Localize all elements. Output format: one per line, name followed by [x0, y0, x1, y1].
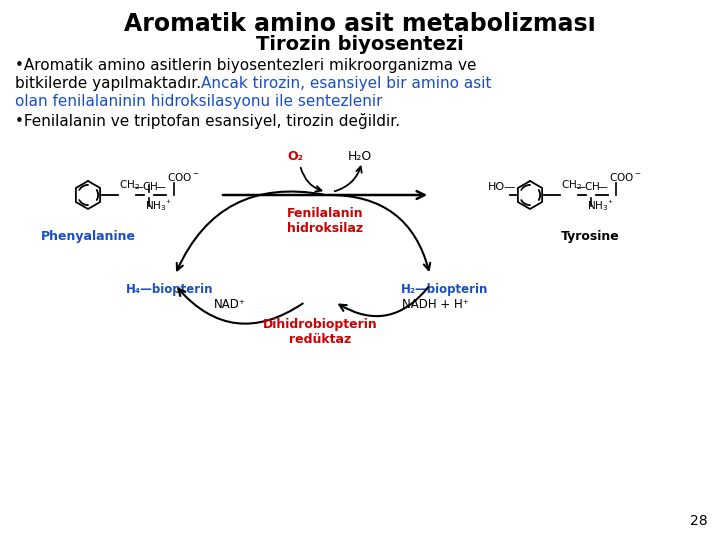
- Text: olan fenilalaninin hidroksilasyonu ile sentezlenir: olan fenilalaninin hidroksilasyonu ile s…: [15, 94, 382, 109]
- Text: $\mathsf{COO^-}$: $\mathsf{COO^-}$: [609, 171, 642, 183]
- Text: •Aromatik amino asitlerin biyosentezleri mikroorganizma ve: •Aromatik amino asitlerin biyosentezleri…: [15, 58, 477, 73]
- Text: $\mathsf{COO^-}$: $\mathsf{COO^-}$: [167, 171, 199, 183]
- Text: —: —: [134, 182, 144, 192]
- Text: $\mathsf{CH}$: $\mathsf{CH}$: [142, 180, 158, 192]
- Text: NADH + H⁺: NADH + H⁺: [402, 299, 469, 312]
- Text: 28: 28: [690, 514, 708, 528]
- Text: $\mathsf{CH_2}$: $\mathsf{CH_2}$: [561, 178, 582, 192]
- Text: Tyrosine: Tyrosine: [561, 230, 619, 243]
- Text: O₂: O₂: [287, 150, 303, 163]
- Text: $\mathsf{^+}$: $\mathsf{^+}$: [164, 199, 171, 208]
- Text: Aromatik amino asit metabolizması: Aromatik amino asit metabolizması: [124, 12, 596, 36]
- Text: H₂—biopterin: H₂—biopterin: [401, 283, 489, 296]
- Text: Ancak tirozin, esansiyel bir amino asit: Ancak tirozin, esansiyel bir amino asit: [201, 76, 492, 91]
- Text: H₂O: H₂O: [348, 150, 372, 163]
- Text: —: —: [156, 182, 166, 192]
- Text: bitkilerde yapılmaktadır.: bitkilerde yapılmaktadır.: [15, 76, 206, 91]
- Text: Tirozin biyosentezi: Tirozin biyosentezi: [256, 35, 464, 54]
- Text: —: —: [576, 182, 586, 192]
- Text: HO—: HO—: [488, 182, 516, 192]
- Text: Dihidrobiopterin
redüktaz: Dihidrobiopterin redüktaz: [263, 318, 377, 346]
- Text: H₄—biopterin: H₄—biopterin: [126, 283, 214, 296]
- Text: NAD⁺: NAD⁺: [214, 299, 246, 312]
- Text: •Fenilalanin ve triptofan esansiyel, tirozin değildir.: •Fenilalanin ve triptofan esansiyel, tir…: [15, 113, 400, 129]
- Text: $\mathsf{^+}$: $\mathsf{^+}$: [606, 199, 613, 208]
- Text: $\mathsf{NH_3}$: $\mathsf{NH_3}$: [145, 199, 167, 213]
- Text: $\mathsf{NH_3}$: $\mathsf{NH_3}$: [587, 199, 608, 213]
- Text: $\mathsf{CH_2}$: $\mathsf{CH_2}$: [119, 178, 140, 192]
- Text: $\mathsf{CH}$: $\mathsf{CH}$: [584, 180, 600, 192]
- Text: Fenilalanin
hidroksilaz: Fenilalanin hidroksilaz: [287, 207, 364, 235]
- Text: Phenyalanine: Phenyalanine: [40, 230, 135, 243]
- Text: —: —: [598, 182, 608, 192]
